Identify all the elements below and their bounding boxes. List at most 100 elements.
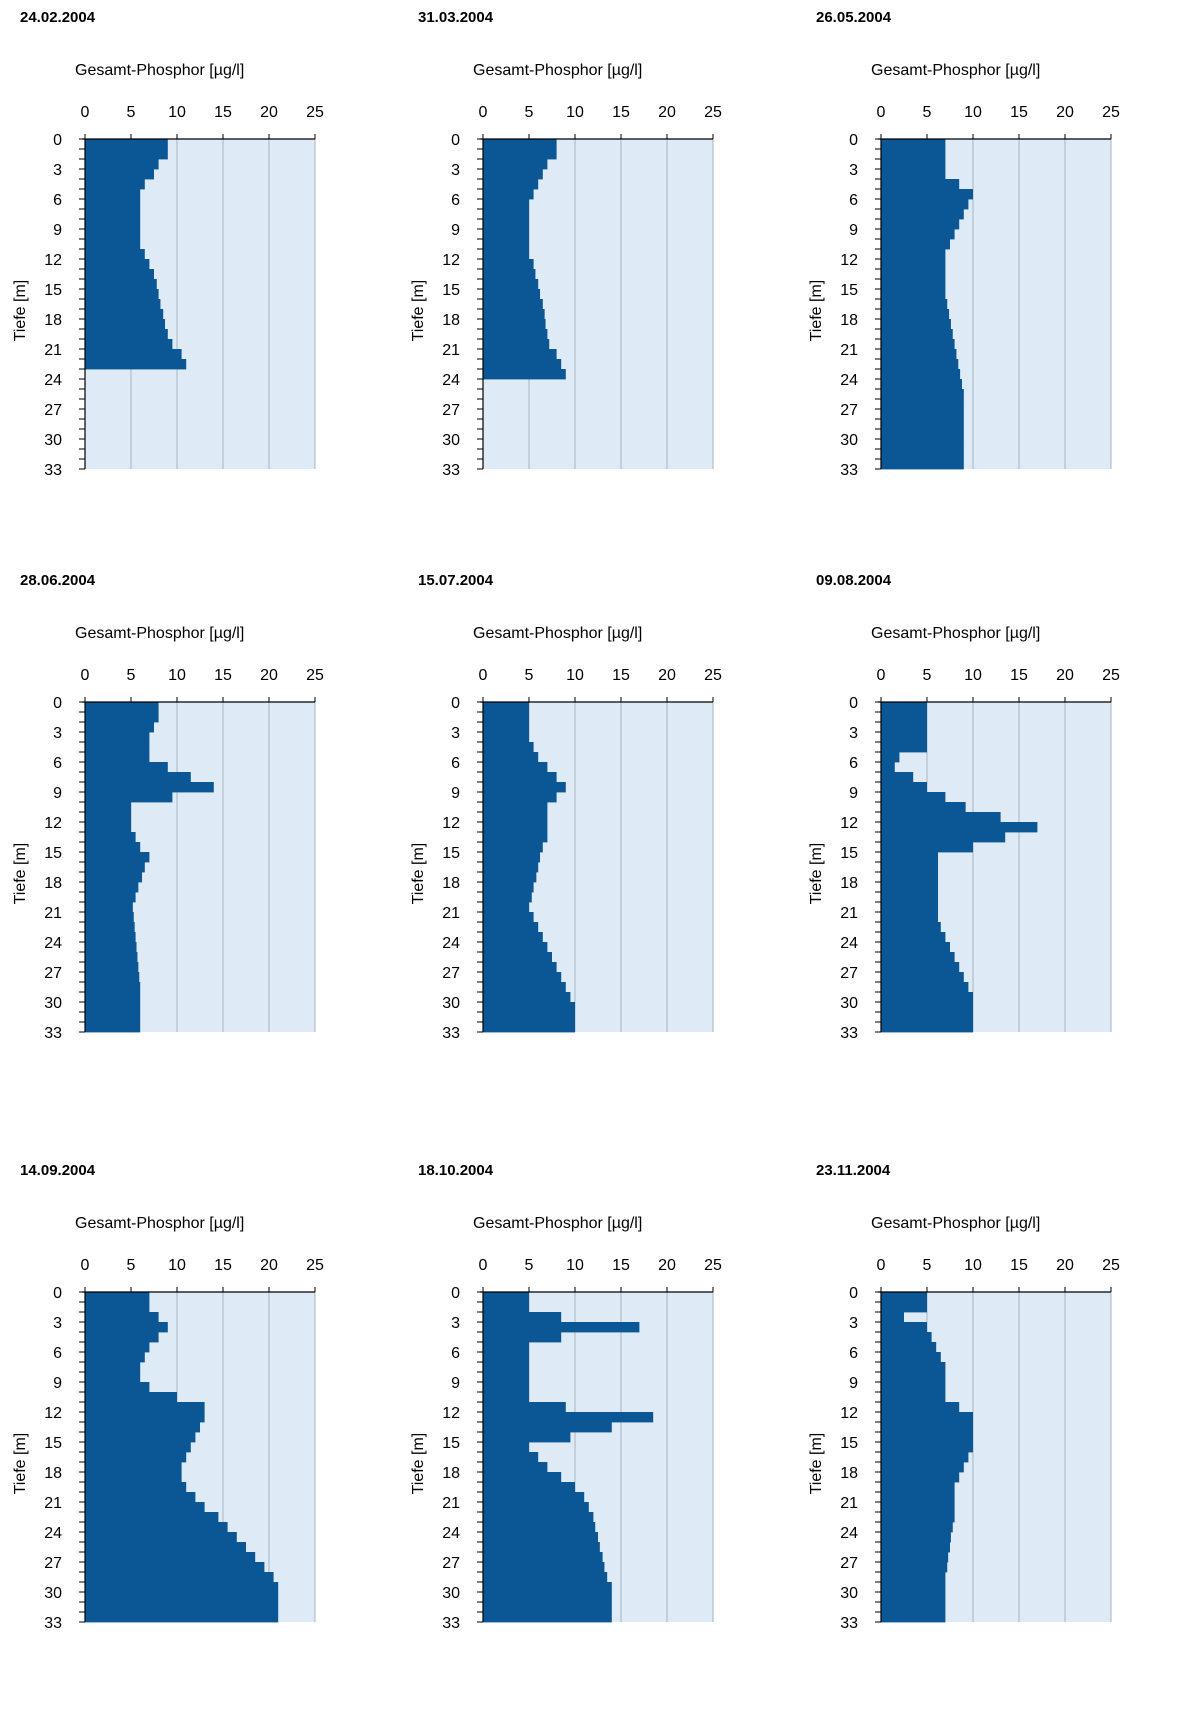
depth-bar [85,349,182,360]
chart-svg: 26.05.2004 Gesamt-Phosphor [µg/l] 0 5 10 15 20… [808,9,1120,479]
x-tick-label: 0 [479,1257,488,1274]
y-tick-label: 33 [442,1615,460,1632]
depth-bar [881,1382,946,1393]
x-axis-label: Gesamt-Phosphor [µg/l] [75,625,244,642]
x-tick-label: 20 [260,104,278,121]
y-tick-label: 6 [451,1345,460,1362]
depth-bar [881,1592,946,1603]
y-tick-label: 24 [442,372,460,389]
depth-bar [881,339,955,350]
depth-bar [483,1292,529,1303]
y-tick-label: 24 [44,1525,62,1542]
y-tick-label: 12 [442,815,460,832]
depth-bar [881,912,939,923]
depth-bar [483,802,548,813]
y-tick-label: 24 [44,372,62,389]
depth-bar [85,952,138,963]
depth-bar [881,982,969,993]
y-axis-label: Tiefe [m] [410,843,427,905]
depth-bar [483,1432,571,1443]
depth-bar [483,199,529,210]
depth-bar [881,1602,946,1613]
y-tick-label: 21 [44,1495,62,1512]
depth-bar [483,1522,596,1533]
depth-bar [85,982,141,993]
depth-bar [881,1412,973,1423]
depth-bar [881,259,946,270]
x-tick-label: 5 [525,104,534,121]
depth-bar [881,329,953,340]
x-axis-label: Gesamt-Phosphor [µg/l] [75,62,244,79]
y-tick-label: 12 [840,1405,858,1422]
y-tick-label: 15 [442,845,460,862]
depth-bar [881,1582,946,1593]
depth-bar [881,972,964,983]
y-tick-label: 24 [442,935,460,952]
depth-bar [85,1452,187,1463]
chart-svg: 28.06.2004 Gesamt-Phosphor [µg/l] 0 5 10 15 20… [12,572,324,1042]
depth-bar [85,159,159,170]
y-tick-label: 6 [451,755,460,772]
depth-bar [881,209,964,220]
depth-bar [483,219,529,230]
depth-bar [483,982,566,993]
depth-bar [483,742,534,753]
depth-bar [881,249,946,260]
depth-bar [483,792,557,803]
depth-profile-chart: 18.10.2004 Gesamt-Phosphor [µg/l] 0 5 10 15 20… [398,1153,778,1723]
y-tick-label: 18 [840,312,858,329]
chart-svg: 15.07.2004 Gesamt-Phosphor [µg/l] 0 5 10 15 20… [410,572,722,1042]
depth-bar [85,1382,150,1393]
depth-bar [881,882,939,893]
y-tick-label: 12 [44,252,62,269]
depth-bar [85,1022,141,1033]
y-tick-label: 15 [840,845,858,862]
depth-bar [483,339,550,350]
depth-bar [85,912,134,923]
depth-bar [483,872,537,883]
y-tick-label: 3 [849,1315,858,1332]
depth-bar [881,812,1001,823]
x-tick-label: 10 [566,1257,584,1274]
depth-bar [483,1592,612,1603]
depth-bar [483,1542,600,1553]
x-tick-label: 0 [877,667,886,684]
depth-bar [85,299,161,310]
depth-bar [85,1012,141,1023]
depth-bar [881,239,950,250]
depth-bar [85,289,159,300]
depth-bar [881,792,946,803]
y-tick-label: 3 [53,725,62,742]
y-tick-label: 21 [840,342,858,359]
depth-bar [881,449,964,460]
depth-bar [85,339,173,350]
depth-bar [483,1502,589,1513]
depth-bar [483,752,539,763]
depth-bar [881,722,927,733]
y-tick-label: 3 [53,162,62,179]
depth-bar [483,1352,529,1363]
depth-bar [483,972,562,983]
depth-bar [483,349,557,360]
x-tick-label: 15 [214,667,232,684]
y-tick-label: 0 [451,132,460,149]
chart-title: 26.05.2004 [816,9,892,26]
depth-bar [483,1452,539,1463]
depth-bar [881,1482,955,1493]
depth-bar [483,179,539,190]
y-tick-label: 3 [451,162,460,179]
depth-bar [85,992,141,1003]
depth-bar [85,249,145,260]
y-tick-label: 0 [53,695,62,712]
depth-bar [881,139,946,150]
depth-bar [85,922,135,933]
depth-profile-chart: 26.05.2004 Gesamt-Phosphor [µg/l] 0 5 10 15 20… [796,0,1176,570]
y-tick-label: 9 [451,222,460,239]
y-tick-label: 15 [44,845,62,862]
depth-bar [85,1502,205,1513]
y-tick-label: 30 [840,995,858,1012]
depth-bar [881,1302,927,1313]
depth-bar [85,1592,279,1603]
depth-bar [881,399,964,410]
x-tick-label: 15 [1010,667,1028,684]
